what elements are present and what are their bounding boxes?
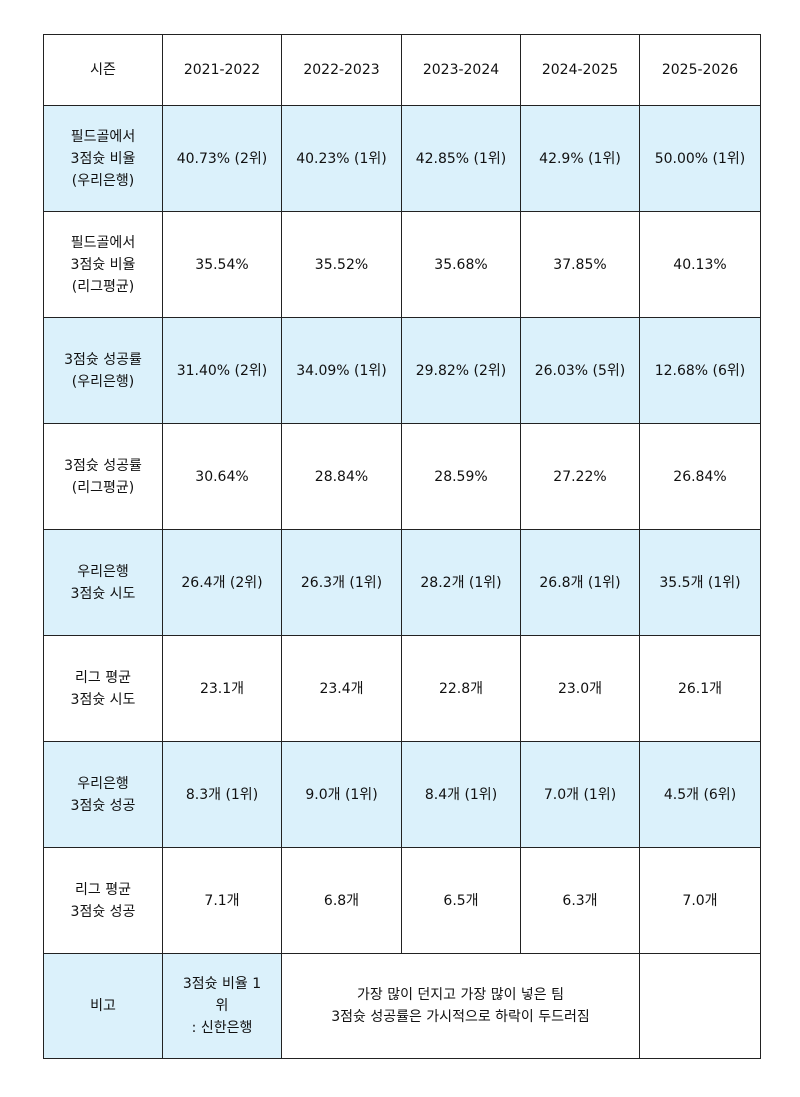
stats-table: 시즌 2021-2022 2022-2023 2023-2024 2024-20…: [43, 34, 761, 1059]
line-text: 3점슛 성공률: [64, 351, 142, 368]
header-cell-2023-2024: 2023-2024: [401, 34, 521, 106]
value-cell: 6.3개: [520, 847, 640, 954]
row-label-cell: 3점슛 성공률 (리그평균): [43, 423, 163, 530]
note-merged-cell: 가장 많이 던지고 가장 많이 넣은 팀 3점슛 성공률은 가시적으로 하락이 두…: [281, 953, 640, 1059]
table-row: 필드골에서 3점슛 비율 (우리은행) 40.73% (2위) 40.23% (1위) 4…: [43, 105, 761, 212]
header-cell-season: 시즌: [43, 34, 163, 106]
value-cell: 42.9% (1위): [520, 105, 640, 212]
value-cell: 23.0개: [520, 635, 640, 742]
table-row: 3점슛 성공률 (우리은행) 31.40% (2위) 34.09% (1위) 29.82…: [43, 317, 761, 424]
line-text: 위: [215, 998, 229, 1014]
value-cell: 29.82% (2위): [401, 317, 521, 424]
value-cell: 37.85%: [520, 211, 640, 318]
value-cell: 27.22%: [520, 423, 640, 530]
note-row: 비고 3점슛 비율 1 위 : 신한은행 가장 많이 던지고 가장 많이 넣은 팀 3점슛…: [43, 953, 761, 1059]
value-cell: 7.0개 (1위): [520, 741, 640, 848]
line-text: 가장 많이 던지고 가장 많이 넣은 팀: [356, 987, 565, 1003]
value-cell: 40.73% (2위): [162, 105, 282, 212]
line-text: (리그평균): [71, 479, 135, 496]
table-row: 리그 평균 3점슛 시도 23.1개 23.4개 22.8개 23.0개 26.1개: [43, 635, 761, 742]
value-cell: 22.8개: [401, 635, 521, 742]
header-cell-2022-2023: 2022-2023: [281, 34, 402, 106]
value-cell: 26.84%: [639, 423, 761, 530]
line-text: 리그 평균: [75, 669, 131, 686]
header-cell-2025-2026: 2025-2026: [639, 34, 761, 106]
line-text: 리그 평균: [75, 881, 131, 898]
table-row: 필드골에서 3점슛 비율 (리그평균) 35.54% 35.52% 35.68% 37.85…: [43, 211, 761, 318]
stats-table-body: 시즌 2021-2022 2022-2023 2023-2024 2024-20…: [43, 34, 761, 1059]
value-cell: 26.3개 (1위): [281, 529, 402, 636]
line-text: (우리은행): [71, 373, 135, 390]
line-text: 3점슛 비율: [70, 256, 136, 273]
value-cell: 6.5개: [401, 847, 521, 954]
value-cell: 4.5개 (6위): [639, 741, 761, 848]
value-cell: 28.59%: [401, 423, 521, 530]
value-cell: 30.64%: [162, 423, 282, 530]
line-text: 3점슛 성공: [70, 797, 136, 814]
value-cell: 26.1개: [639, 635, 761, 742]
line-text: 우리은행: [77, 775, 129, 792]
value-cell: 8.4개 (1위): [401, 741, 521, 848]
value-cell: 7.0개: [639, 847, 761, 954]
value-cell: 23.1개: [162, 635, 282, 742]
line-text: (우리은행): [71, 172, 135, 189]
line-text: 3점슛 시도: [70, 691, 136, 708]
header-row: 시즌 2021-2022 2022-2023 2023-2024 2024-20…: [43, 34, 761, 106]
value-cell: 31.40% (2위): [162, 317, 282, 424]
line-text: : 신한은행: [191, 1020, 253, 1036]
value-cell: 35.52%: [281, 211, 402, 318]
line-text: 필드골에서: [70, 234, 136, 251]
note-empty-cell: [639, 953, 761, 1059]
note-label-cell: 비고: [43, 953, 163, 1059]
line-text: (리그평균): [71, 278, 135, 295]
line-text: 필드골에서: [70, 128, 136, 145]
line-text: 3점슛 성공률: [64, 457, 142, 474]
row-label-cell: 리그 평균 3점슛 시도: [43, 635, 163, 742]
value-cell: 50.00% (1위): [639, 105, 761, 212]
row-label-cell: 리그 평균 3점슛 성공: [43, 847, 163, 954]
line-text: 우리은행: [77, 563, 129, 580]
row-label-cell: 우리은행 3점슛 시도: [43, 529, 163, 636]
value-cell: 8.3개 (1위): [162, 741, 282, 848]
value-cell: 26.03% (5위): [520, 317, 640, 424]
row-label-cell: 필드골에서 3점슛 비율 (우리은행): [43, 105, 163, 212]
value-cell: 9.0개 (1위): [281, 741, 402, 848]
header-cell-2024-2025: 2024-2025: [520, 34, 640, 106]
value-cell: 35.54%: [162, 211, 282, 318]
row-label-cell: 3점슛 성공률 (우리은행): [43, 317, 163, 424]
value-cell: 42.85% (1위): [401, 105, 521, 212]
line-text: 3점슛 비율 1: [182, 976, 262, 992]
value-cell: 40.13%: [639, 211, 761, 318]
value-cell: 35.5개 (1위): [639, 529, 761, 636]
value-cell: 23.4개: [281, 635, 402, 742]
value-cell: 12.68% (6위): [639, 317, 761, 424]
value-cell: 6.8개: [281, 847, 402, 954]
value-cell: 26.4개 (2위): [162, 529, 282, 636]
line-text: 3점슛 성공: [70, 903, 136, 920]
line-text: 3점슛 시도: [70, 585, 136, 602]
value-cell: 34.09% (1위): [281, 317, 402, 424]
line-text: 3점슛 성공률은 가시적으로 하락이 두드러짐: [331, 1009, 590, 1025]
value-cell: 26.8개 (1위): [520, 529, 640, 636]
value-cell: 40.23% (1위): [281, 105, 402, 212]
table-row: 우리은행 3점슛 성공 8.3개 (1위) 9.0개 (1위) 8.4개 (1위) 7.0…: [43, 741, 761, 848]
header-cell-2021-2022: 2021-2022: [162, 34, 282, 106]
table-row: 3점슛 성공률 (리그평균) 30.64% 28.84% 28.59% 27.22% 26.…: [43, 423, 761, 530]
table-row: 리그 평균 3점슛 성공 7.1개 6.8개 6.5개 6.3개 7.0개: [43, 847, 761, 954]
value-cell: 28.2개 (1위): [401, 529, 521, 636]
value-cell: 7.1개: [162, 847, 282, 954]
line-text: 3점슛 비율: [70, 150, 136, 167]
value-cell: 35.68%: [401, 211, 521, 318]
table-row: 우리은행 3점슛 시도 26.4개 (2위) 26.3개 (1위) 28.2개 (1위)…: [43, 529, 761, 636]
row-label-cell: 우리은행 3점슛 성공: [43, 741, 163, 848]
note-first-cell: 3점슛 비율 1 위 : 신한은행: [162, 953, 282, 1059]
value-cell: 28.84%: [281, 423, 402, 530]
row-label-cell: 필드골에서 3점슛 비율 (리그평균): [43, 211, 163, 318]
